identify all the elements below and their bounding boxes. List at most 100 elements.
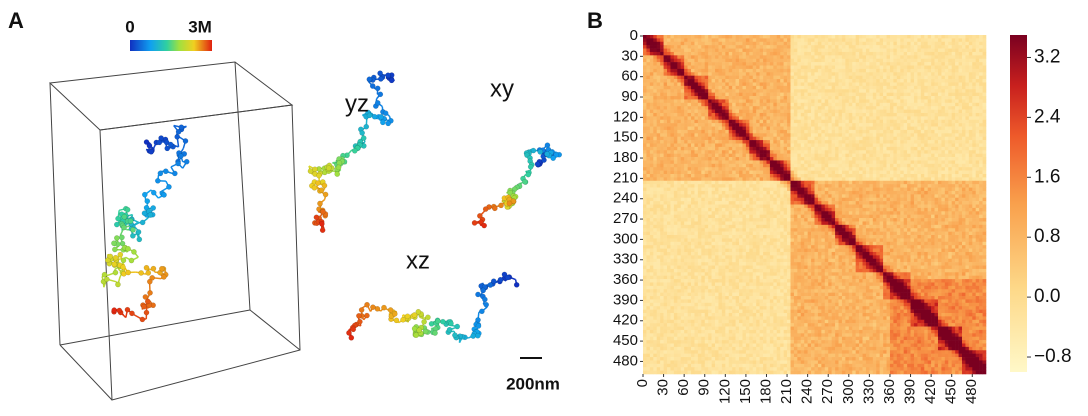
heatmap-cell bbox=[722, 59, 726, 63]
heatmap-cell bbox=[948, 42, 952, 46]
heatmap-cell bbox=[917, 45, 921, 49]
heatmap-cell bbox=[904, 62, 908, 66]
heatmap-cell bbox=[945, 79, 949, 83]
heatmap-cell bbox=[917, 106, 921, 110]
heatmap-cell bbox=[797, 137, 801, 141]
heatmap-cell bbox=[732, 69, 736, 73]
heatmap-cell bbox=[832, 99, 836, 103]
chain-bead bbox=[378, 92, 383, 97]
heatmap-cell bbox=[832, 123, 836, 127]
heatmap-cell bbox=[797, 79, 801, 83]
chain-bead bbox=[440, 319, 445, 324]
heatmap-cell bbox=[780, 143, 784, 147]
heatmap-cell bbox=[825, 140, 829, 144]
heatmap-cell bbox=[732, 72, 736, 76]
heatmap-cell bbox=[845, 96, 849, 100]
heatmap-cell bbox=[766, 103, 770, 107]
heatmap-cell bbox=[845, 62, 849, 66]
heatmap-cell bbox=[911, 69, 915, 73]
heatmap-cell bbox=[760, 110, 764, 114]
heatmap-cell bbox=[955, 116, 959, 120]
heatmap-cell bbox=[856, 150, 860, 154]
heatmap-cell bbox=[876, 76, 880, 80]
heatmap-cell bbox=[677, 93, 681, 97]
heatmap-cell bbox=[897, 140, 901, 144]
chain-bead bbox=[379, 114, 384, 119]
heatmap-cell bbox=[815, 42, 819, 46]
chain-bead bbox=[356, 313, 361, 318]
heatmap-cell bbox=[856, 35, 860, 39]
heatmap-cell bbox=[917, 154, 921, 158]
heatmap-cell bbox=[979, 116, 983, 120]
chain-bead bbox=[375, 100, 380, 105]
heatmap-cell bbox=[856, 123, 860, 127]
heatmap-cell bbox=[893, 106, 897, 110]
heatmap-cell bbox=[801, 82, 805, 86]
heatmap-cell bbox=[691, 160, 695, 164]
heatmap-cell bbox=[650, 99, 654, 103]
heatmap-cell bbox=[657, 89, 661, 93]
heatmap-cell bbox=[941, 140, 945, 144]
heatmap-cell bbox=[859, 140, 863, 144]
heatmap-cell bbox=[650, 69, 654, 73]
heatmap-cell bbox=[869, 69, 873, 73]
heatmap-cell bbox=[911, 143, 915, 147]
heatmap-cell bbox=[753, 42, 757, 46]
heatmap-cell bbox=[907, 143, 911, 147]
heatmap-cell bbox=[664, 137, 668, 141]
heatmap-cell bbox=[674, 127, 678, 131]
heatmap-cell bbox=[804, 52, 808, 56]
heatmap-cell bbox=[804, 147, 808, 151]
heatmap-cell bbox=[821, 160, 825, 164]
heatmap-cell bbox=[952, 140, 956, 144]
heatmap-cell bbox=[931, 120, 935, 124]
heatmap-cell bbox=[732, 120, 736, 124]
heatmap-cell bbox=[670, 123, 674, 127]
heatmap-cell bbox=[797, 38, 801, 42]
heatmap-cell bbox=[657, 82, 661, 86]
heatmap-cell bbox=[948, 96, 952, 100]
heatmap-cell bbox=[681, 143, 685, 147]
heatmap-cell bbox=[863, 66, 867, 70]
heatmap-cell bbox=[852, 140, 856, 144]
heatmap-cell bbox=[646, 140, 650, 144]
heatmap-cell bbox=[801, 96, 805, 100]
heatmap-cell bbox=[708, 96, 712, 100]
heatmap-cell bbox=[722, 35, 726, 39]
heatmap-cell bbox=[845, 89, 849, 93]
heatmap-cell bbox=[787, 86, 791, 90]
heatmap-cell bbox=[821, 89, 825, 93]
heatmap-cell bbox=[835, 96, 839, 100]
heatmap-cell bbox=[701, 76, 705, 80]
heatmap-cell bbox=[941, 127, 945, 131]
heatmap-cell bbox=[790, 140, 794, 144]
heatmap-cell bbox=[698, 137, 702, 141]
heatmap-cell bbox=[760, 106, 764, 110]
heatmap-cell bbox=[667, 147, 671, 151]
heatmap-cell bbox=[921, 106, 925, 110]
heatmap-cell bbox=[965, 89, 969, 93]
heatmap-cell bbox=[921, 133, 925, 137]
heatmap-cell bbox=[863, 133, 867, 137]
heatmap-cell bbox=[670, 140, 674, 144]
heatmap-cell bbox=[739, 59, 743, 63]
heatmap-cell bbox=[804, 154, 808, 158]
heatmap-cell bbox=[688, 82, 692, 86]
heatmap-cell bbox=[962, 99, 966, 103]
chain-bead bbox=[163, 169, 168, 174]
heatmap-cell bbox=[900, 55, 904, 59]
heatmap-cell bbox=[815, 86, 819, 90]
heatmap-cell bbox=[983, 89, 987, 93]
heatmap-cell bbox=[928, 143, 932, 147]
heatmap-cell bbox=[674, 113, 678, 117]
heatmap-cell bbox=[948, 69, 952, 73]
heatmap-cell bbox=[897, 45, 901, 49]
heatmap-cell bbox=[677, 69, 681, 73]
heatmap-cell bbox=[832, 66, 836, 70]
heatmap-cell bbox=[821, 42, 825, 46]
heatmap-cell bbox=[890, 127, 894, 131]
heatmap-cell bbox=[876, 103, 880, 107]
heatmap-cell bbox=[976, 106, 980, 110]
heatmap-cell bbox=[732, 99, 736, 103]
heatmap-cell bbox=[712, 150, 716, 154]
